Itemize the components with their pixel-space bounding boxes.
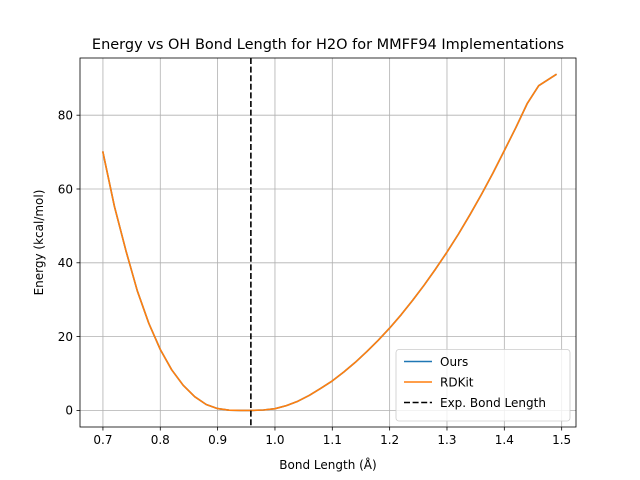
legend-box [395, 349, 571, 422]
y-tick-label: 20 [58, 330, 73, 344]
x-tick-label: 0.9 [208, 433, 227, 447]
chart-title: Energy vs OH Bond Length for H2O for MMF… [92, 37, 564, 53]
legend-label: RDKit [440, 375, 474, 389]
x-tick-label: 1.0 [265, 433, 284, 447]
y-tick-label: 40 [58, 256, 73, 270]
y-tick-label: 0 [65, 404, 73, 418]
legend: Ours RDKit Exp. Bond Length [395, 349, 571, 422]
x-tick-label: 1.1 [323, 433, 342, 447]
y-tick-label: 60 [58, 182, 73, 196]
y-axis: 0 20 40 60 80 [58, 108, 80, 418]
y-axis-label: Energy (kcal/mol) [32, 190, 46, 296]
series-group [101, 58, 558, 427]
y-tick-label: 80 [58, 108, 73, 122]
x-tick-label: 1.4 [495, 433, 514, 447]
x-tick-label: 1.5 [552, 433, 571, 447]
plot-frame [79, 57, 577, 428]
x-tick-label: 0.8 [151, 433, 170, 447]
x-axis: 0.7 0.8 0.9 1.0 1.1 1.2 1.3 1.4 1.5 [93, 427, 571, 447]
x-axis-label: Bond Length (Å) [279, 457, 376, 472]
legend-label: Ours [440, 355, 468, 369]
grid [80, 58, 576, 427]
x-tick-label: 0.7 [93, 433, 112, 447]
x-tick-label: 1.2 [380, 433, 399, 447]
series-line-1 [101, 73, 558, 412]
x-tick-label: 1.3 [437, 433, 456, 447]
legend-label: Exp. Bond Length [440, 396, 546, 410]
